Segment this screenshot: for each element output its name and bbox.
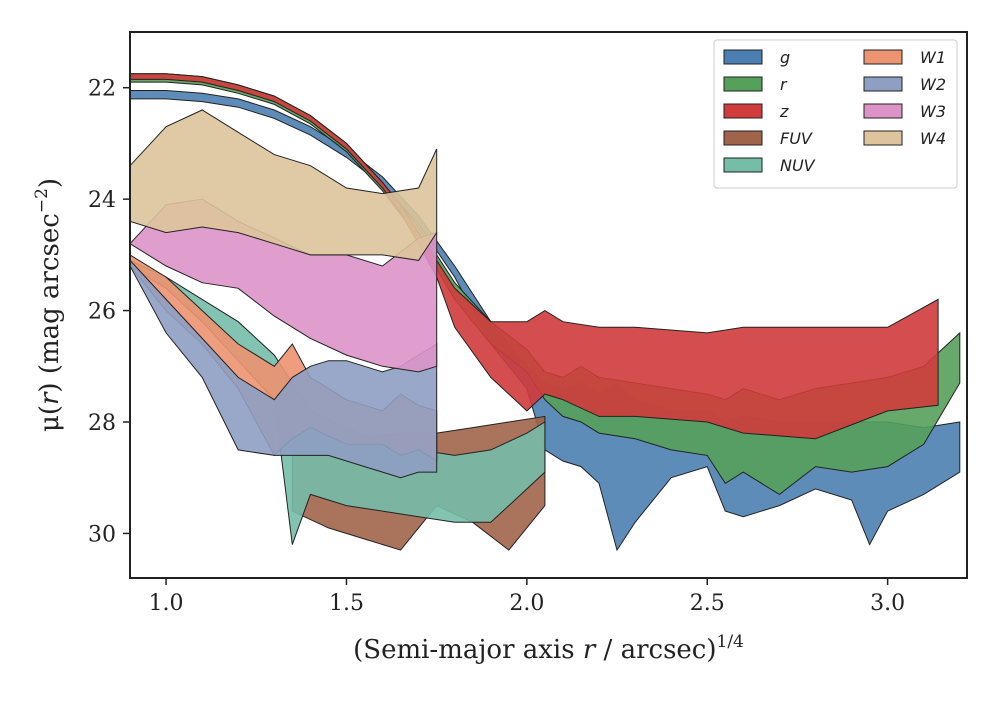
x-axis-label-post: / arcsec) [595, 635, 716, 665]
y-tick-label: 26 [88, 300, 116, 325]
legend-swatch-nuv [723, 157, 763, 173]
legend-label-r: r [780, 75, 788, 94]
x-tick-label: 2.5 [690, 591, 725, 616]
legend-label-w1: W1 [920, 48, 946, 67]
legend-swatch-w1 [863, 49, 903, 65]
x-tick-label: 1.0 [149, 591, 184, 616]
y-axis-label-pre: μ( [35, 405, 65, 432]
x-axis-ticks: 1.0 1.5 2.0 2.5 3.0 [149, 578, 905, 616]
legend-label-z: z [779, 102, 789, 121]
legend-swatch-r [723, 76, 763, 92]
legend: grz FUV NUV W1 W2 W3 W4 [713, 39, 958, 189]
x-tick-label: 3.0 [870, 591, 905, 616]
series-area-w4 [130, 109, 438, 261]
y-axis-label-post: ) (mag arcsec [35, 213, 65, 392]
x-axis-label-var: r [583, 635, 597, 665]
plot-frame [129, 31, 968, 579]
legend-swatch-w4 [863, 130, 903, 146]
y-axis-label-var: r [35, 391, 65, 405]
y-tick-label: 28 [88, 411, 116, 436]
y-axis-label-sup: −2 [32, 188, 52, 213]
legend-label-g: g [780, 48, 790, 67]
y-tick-label: 22 [88, 77, 116, 102]
legend-swatch-z [723, 103, 763, 119]
legend-swatch-fuv [723, 130, 763, 146]
series-area-w2 [130, 259, 438, 479]
legend-label-fuv: FUV [780, 129, 813, 148]
legend-swatch-w3 [863, 103, 903, 119]
series-areas [130, 73, 961, 552]
y-tick-label: 30 [88, 522, 116, 547]
x-tick-label: 2.0 [509, 591, 544, 616]
legend-label-w3: W3 [920, 102, 946, 121]
y-tick-label: 24 [88, 188, 116, 213]
y-axis-label: μ(r) (mag arcsec−2) [32, 178, 65, 432]
x-axis-label: (Semi-major axis r / arcsec)1/4 [353, 632, 744, 665]
legend-label-w4: W4 [920, 129, 946, 148]
x-axis-label-sup: 1/4 [717, 632, 744, 652]
x-tick-label: 1.5 [329, 591, 364, 616]
legend-swatch-w2 [863, 76, 903, 92]
x-axis-label-pre: (Semi-major axis [353, 635, 583, 665]
y-axis-ticks: 22 24 26 28 30 [88, 77, 130, 547]
legend-label-w2: W2 [920, 75, 946, 94]
y-axis-label-end: ) [35, 178, 65, 188]
legend-label-nuv: NUV [780, 156, 816, 175]
legend-swatch-g [723, 49, 763, 65]
